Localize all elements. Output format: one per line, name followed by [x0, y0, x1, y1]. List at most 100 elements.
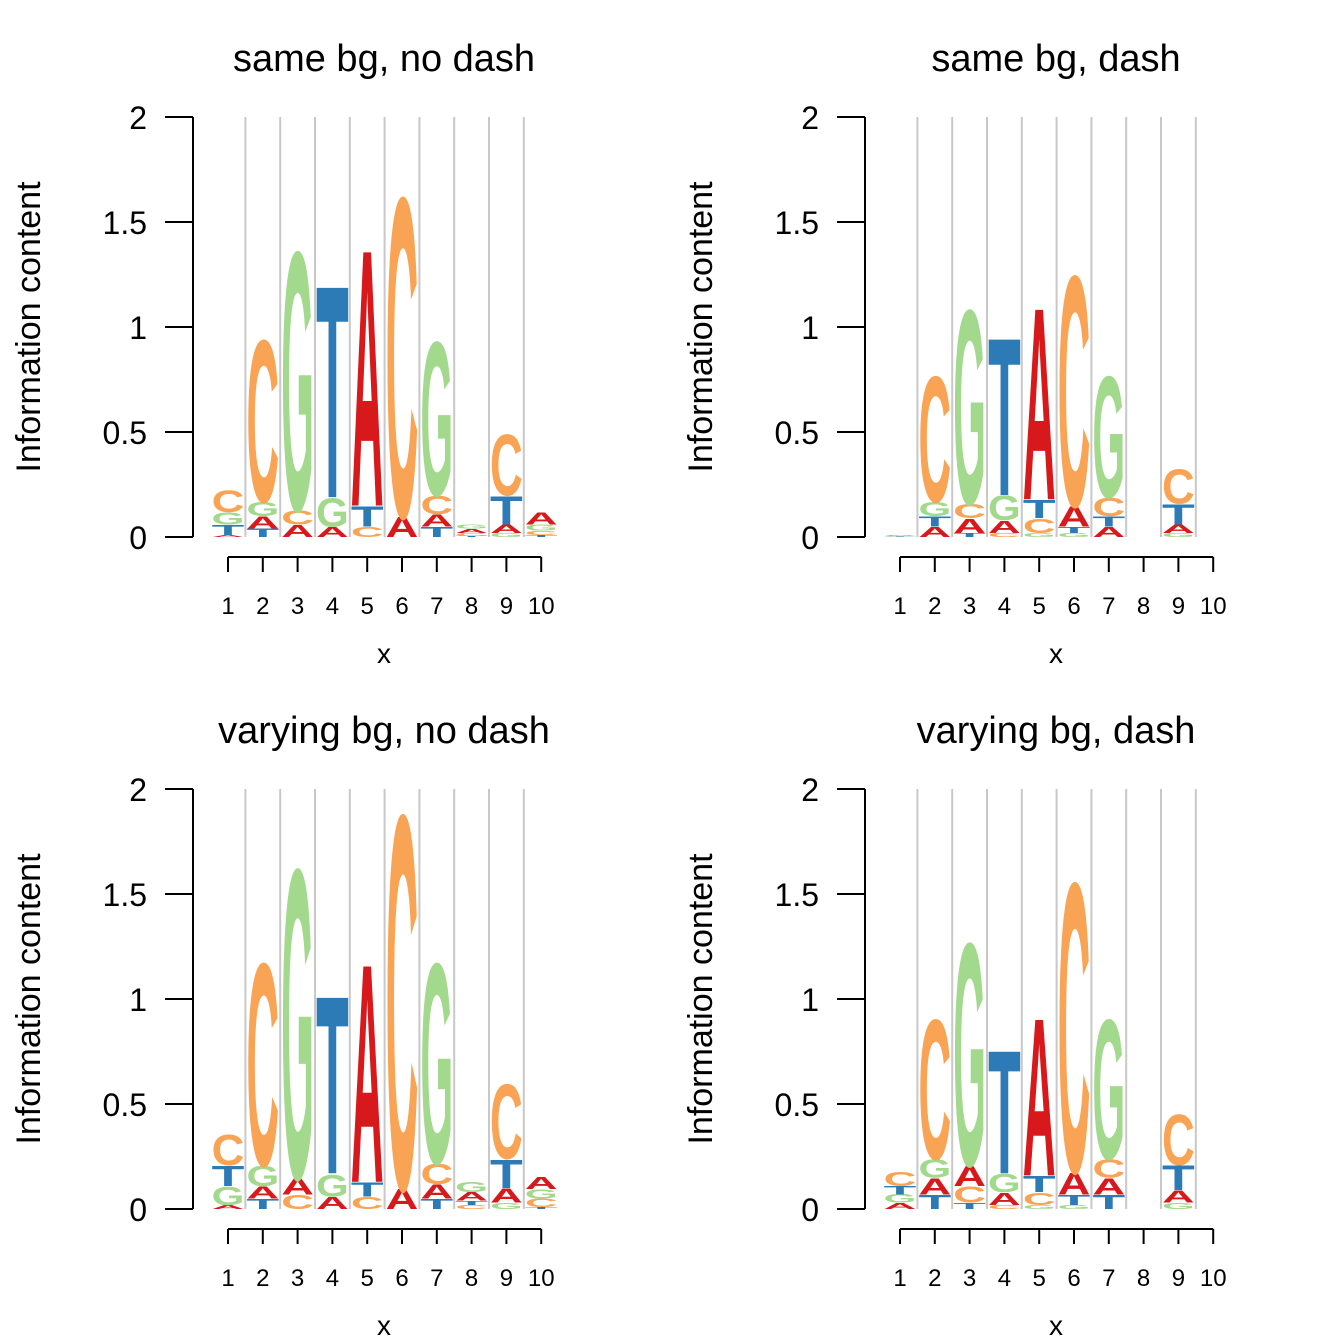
letter: G	[988, 1169, 1021, 1198]
letter: T	[988, 290, 1021, 543]
y-tick-label: 0.5	[103, 1087, 147, 1123]
letter: C	[1058, 797, 1091, 1259]
x-tick-label: 7	[430, 593, 443, 620]
letter: T	[884, 536, 917, 537]
letter: T	[1023, 1171, 1056, 1197]
letter: C	[525, 1197, 558, 1210]
letter: T	[455, 536, 488, 538]
x-tick-label: 5	[1033, 593, 1046, 620]
letter: G	[1162, 1202, 1195, 1212]
letter: G	[490, 1202, 523, 1212]
letter: C	[884, 535, 917, 536]
letter: T	[1058, 1192, 1091, 1208]
letter: T	[1162, 1159, 1195, 1198]
x-tick-label: 9	[1172, 593, 1185, 620]
x-tick-label: 3	[291, 593, 304, 620]
letter: T	[316, 223, 349, 563]
letter: G	[1023, 1204, 1056, 1210]
letter: G	[918, 1155, 951, 1184]
letter: G	[281, 174, 314, 588]
x-tick-label: 3	[291, 1265, 304, 1292]
x-tick-label: 2	[256, 593, 269, 620]
letter: A	[1023, 970, 1056, 1223]
y-tick-label: 0.5	[775, 1087, 819, 1123]
letter: A	[1092, 524, 1125, 540]
letter: C	[1058, 207, 1091, 575]
letter: T	[953, 1202, 986, 1212]
x-tick-label: 4	[998, 593, 1011, 620]
x-tick-label: 3	[963, 1265, 976, 1292]
x-tick-label: 8	[1137, 1265, 1150, 1292]
x-tick-label: 6	[1067, 1265, 1080, 1292]
letter: T	[525, 534, 558, 537]
letter: C	[455, 532, 488, 537]
x-tick-label: 7	[1102, 1265, 1115, 1292]
letter: C	[420, 1158, 453, 1190]
letter: G	[246, 497, 279, 520]
letter: C	[884, 1167, 917, 1190]
y-tick-label: 0	[801, 520, 819, 556]
letter: C	[953, 1182, 986, 1208]
letter: G	[490, 532, 523, 538]
x-tick-label: 4	[326, 1265, 339, 1292]
letter: G	[884, 1192, 917, 1205]
letter: G	[1162, 532, 1195, 538]
letter: C	[386, 102, 419, 613]
letter: C	[918, 338, 951, 539]
letter: A	[1023, 250, 1056, 558]
letter: C	[525, 530, 558, 536]
x-tick-label: 2	[256, 1265, 269, 1292]
letter: T	[1058, 525, 1091, 535]
y-tick-label: 0	[129, 1192, 147, 1228]
x-tick-label: 1	[893, 593, 906, 620]
letter: C	[281, 1190, 314, 1213]
letter: A	[351, 173, 384, 584]
x-tick-label: 4	[326, 593, 339, 620]
y-tick-label: 0	[801, 1192, 819, 1228]
letter: G	[988, 489, 1021, 528]
y-axis-label: Information content	[682, 853, 720, 1145]
letter: G	[212, 1182, 245, 1211]
letter: A	[1162, 523, 1195, 536]
letter: C	[988, 1204, 1021, 1210]
x-tick-label: 1	[221, 593, 234, 620]
x-tick-label: 5	[1033, 1265, 1046, 1292]
letter: A	[884, 535, 917, 536]
letter: G	[281, 777, 314, 1272]
y-tick-label: 1	[129, 982, 147, 1018]
letter: C	[455, 1204, 488, 1210]
letter: C	[1162, 1100, 1195, 1181]
letter: G	[1092, 978, 1125, 1201]
y-tick-label: 1	[801, 310, 819, 346]
y-tick-label: 0.5	[103, 415, 147, 451]
letter: A	[988, 1190, 1021, 1209]
letter: T	[246, 1196, 279, 1212]
letter: C	[351, 1194, 384, 1213]
x-axis-label: x	[1049, 1310, 1063, 1341]
letter: C	[1162, 460, 1195, 514]
x-tick-label: 2	[928, 1265, 941, 1292]
letter: G	[918, 497, 951, 520]
letter: A	[212, 534, 245, 537]
letter: T	[316, 942, 349, 1227]
letter: A	[281, 1174, 314, 1200]
x-tick-label: 6	[395, 593, 408, 620]
letter: T	[490, 1152, 523, 1197]
letter: T	[988, 1015, 1021, 1212]
letter: G	[953, 878, 986, 1233]
y-tick-label: 2	[129, 772, 147, 808]
x-axis-label: x	[1049, 638, 1063, 669]
x-tick-label: 4	[998, 1265, 1011, 1292]
x-tick-label: 8	[1137, 593, 1150, 620]
letter: T	[884, 1184, 917, 1197]
letter: C	[212, 1125, 245, 1174]
letter: G	[420, 296, 453, 542]
letter: G	[1058, 532, 1091, 538]
x-tick-label: 9	[1172, 1265, 1185, 1292]
letter: A	[316, 1194, 349, 1213]
letter: C	[420, 491, 453, 520]
letter: T	[351, 501, 384, 533]
letter: C	[1092, 1155, 1125, 1184]
x-axis-label: x	[377, 638, 391, 669]
